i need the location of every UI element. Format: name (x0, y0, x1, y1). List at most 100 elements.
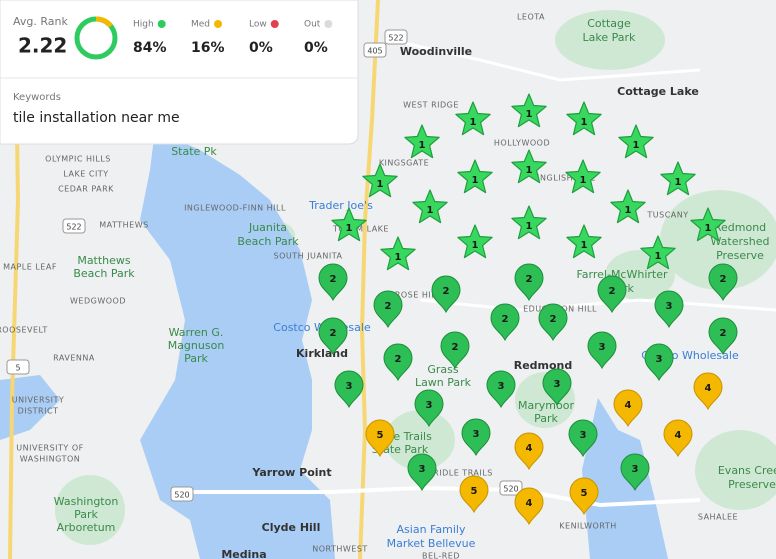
rank-label: 1 (705, 223, 712, 234)
star-marker (660, 161, 696, 196)
road-shield-label: 522 (388, 34, 403, 43)
map-label: Park (74, 508, 98, 521)
rank-label: 2 (720, 274, 727, 285)
rank-label: 3 (419, 464, 426, 475)
rank-marker: 1 (566, 101, 602, 136)
star-marker (618, 124, 654, 159)
rank-label: 4 (705, 383, 712, 394)
rank-label: 1 (395, 252, 402, 263)
rank-marker: 1 (331, 207, 367, 242)
map-label: UNIVERSITY OF (16, 444, 83, 453)
star-marker (690, 207, 726, 242)
avg-rank-label: Avg. Rank (13, 15, 68, 28)
star-marker (455, 101, 491, 136)
rank-label: 1 (472, 240, 479, 251)
rank-marker: 3 (542, 368, 572, 407)
rank-label: 1 (346, 223, 353, 234)
rank-marker: 3 (644, 343, 674, 382)
map-label: Arboretum (57, 521, 116, 534)
rank-label: 4 (526, 498, 533, 509)
rank-marker: 1 (455, 101, 491, 136)
rank-label: 1 (419, 140, 426, 151)
map-label: Magnuson (168, 339, 225, 352)
rank-marker: 3 (620, 453, 650, 492)
rank-marker: 2 (490, 303, 520, 342)
map-label: INGLEWOOD-FINN HILL (184, 204, 286, 213)
panel-background (0, 0, 359, 145)
star-marker (566, 101, 602, 136)
rank-marker: 4 (514, 487, 544, 526)
rank-marker: 1 (457, 224, 493, 259)
map-label: Cottage Lake (617, 85, 699, 98)
rank-label: 2 (720, 328, 727, 339)
rank-label: 1 (581, 117, 588, 128)
map-label: Medina (221, 548, 266, 559)
stats-panel: Avg. Rank 2.22 High 84% Med 16% Low 0% Out 0% Keyw… (0, 0, 359, 145)
map-label: Park (534, 412, 558, 425)
map-label: Asian Family (397, 523, 466, 536)
rank-label: 1 (472, 175, 479, 186)
rank-label: 5 (471, 486, 478, 497)
rank-label: 2 (330, 274, 337, 285)
map-label: KINGSGATE (379, 159, 429, 168)
map-label: LAKE CITY (63, 170, 108, 179)
rank-marker: 2 (318, 263, 348, 302)
rank-label: 1 (655, 251, 662, 262)
rank-label: 3 (580, 430, 587, 441)
rank-marker: 2 (431, 275, 461, 314)
map-label: Yarrow Point (251, 466, 331, 479)
pin-marker (708, 317, 738, 356)
star-marker (404, 124, 440, 159)
rank-marker: 5 (365, 419, 395, 458)
rank-label: 5 (377, 430, 384, 441)
water (0, 130, 668, 559)
rank-label: 4 (675, 430, 682, 441)
map-label: Market Bellevue (387, 537, 476, 550)
road-shield (62, 218, 86, 234)
pin-marker (431, 275, 461, 314)
rank-marker: 3 (407, 453, 437, 492)
map-label: TUSCANY (646, 211, 688, 220)
map-label: State Pk (171, 145, 217, 158)
road-shield (384, 29, 408, 45)
bucket-dot (214, 20, 223, 28)
pin-marker (613, 389, 643, 428)
star-marker (362, 163, 398, 198)
pin-marker (440, 331, 470, 370)
rank-label: 3 (498, 381, 505, 392)
pin-marker (514, 487, 544, 526)
pin-marker (514, 432, 544, 471)
rank-label: 3 (554, 379, 561, 390)
rank-marker: 1 (565, 159, 601, 194)
rank-marker: 4 (663, 419, 693, 458)
star-marker (511, 93, 547, 128)
map-label: Evans Creek (718, 464, 776, 477)
rank-marker: 3 (587, 331, 617, 370)
bucket-label: Med (191, 20, 210, 30)
rank-label: 1 (526, 109, 533, 120)
rank-label: 1 (675, 177, 682, 188)
map-label: MATTHEWS (99, 221, 148, 230)
map-label: Farrel-McWhirter (576, 268, 668, 281)
bucket-label: Low (249, 20, 267, 30)
map-label: BEL-RED (422, 552, 460, 559)
rank-marker: 4 (693, 372, 723, 411)
rank-label: 2 (502, 314, 509, 325)
map-label: Woodinville (400, 45, 472, 58)
rank-label: 3 (346, 381, 353, 392)
rank-label: 1 (377, 179, 384, 190)
map-label: HOLLYWOOD (494, 139, 550, 148)
star-marker (511, 149, 547, 184)
rank-label: 3 (632, 464, 639, 475)
pin-marker (514, 263, 544, 302)
map-label: Watershed (711, 235, 770, 248)
rank-marker: 1 (362, 163, 398, 198)
rank-marker: 3 (334, 370, 364, 409)
map-label: Kirkland (296, 347, 348, 360)
pin-marker (459, 475, 489, 514)
map-label: NORTHWEST (312, 545, 368, 554)
map-label: LEOTA (517, 13, 545, 22)
rank-marker: 3 (568, 419, 598, 458)
